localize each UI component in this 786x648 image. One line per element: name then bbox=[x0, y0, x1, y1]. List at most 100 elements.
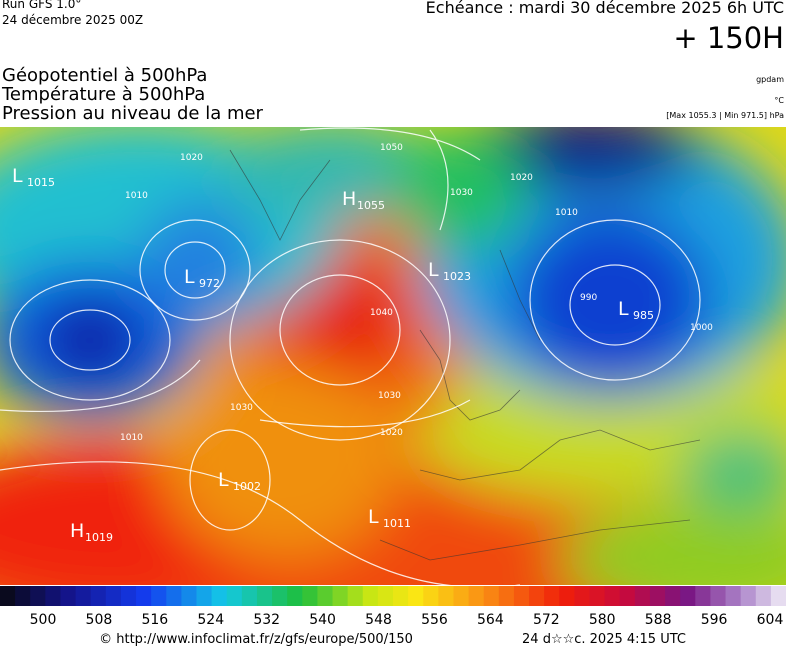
colorbar-cell bbox=[725, 586, 742, 606]
pressure-center-letter: L bbox=[368, 506, 379, 528]
colorbar-cell bbox=[90, 586, 107, 606]
colorbar-cell bbox=[740, 586, 757, 606]
pressure-center-value: 1019 bbox=[85, 531, 113, 544]
colorbar-cell bbox=[695, 586, 711, 606]
pressure-center-letter: H bbox=[342, 188, 356, 210]
colorbar-cell bbox=[529, 586, 545, 606]
colorbar-cell bbox=[151, 586, 167, 606]
pressure-center-value: 985 bbox=[633, 309, 654, 322]
colorbar-tick-label: 548 bbox=[365, 612, 392, 628]
field-label: Géopotentiel à 500hPa bbox=[2, 65, 207, 86]
footer-url: © http://www.infoclimat.fr/z/gfs/europe/… bbox=[99, 632, 413, 647]
footer-stamp: 24 d☆☆c. 2025 4:15 UTC bbox=[522, 632, 686, 647]
isobar-label: 1000 bbox=[690, 323, 713, 333]
colorbar-tick-label: 500 bbox=[30, 612, 57, 628]
colorbar-cell bbox=[136, 586, 152, 606]
colorbar-cell bbox=[332, 586, 349, 606]
colorbar-cell bbox=[256, 586, 273, 606]
colorbar-cell bbox=[710, 586, 727, 606]
colorbar-tick-label: 524 bbox=[197, 612, 224, 628]
colorbar-cell bbox=[241, 586, 258, 606]
colorbar-cell bbox=[604, 586, 621, 606]
colorbar-cell bbox=[438, 586, 454, 606]
colorbar-cell bbox=[347, 586, 364, 606]
colorbar-cell bbox=[15, 586, 31, 606]
unit-label: gpdam bbox=[756, 75, 784, 84]
colorbar-cell bbox=[105, 586, 122, 606]
colorbar-tick-label: 564 bbox=[477, 612, 504, 628]
isobar-label: 1010 bbox=[120, 433, 143, 443]
colorbar-cell bbox=[362, 586, 379, 606]
colorbar-tick-label: 572 bbox=[533, 612, 560, 628]
isobar-label: 1030 bbox=[230, 403, 253, 413]
isobar-label: 1050 bbox=[380, 143, 403, 153]
colorbar-cell bbox=[483, 586, 500, 606]
pressure-center-value: 1023 bbox=[443, 270, 471, 283]
colorbar-cell bbox=[755, 586, 772, 606]
field-label: Pression au niveau de la mer bbox=[2, 103, 264, 124]
isobar-label: 1010 bbox=[125, 191, 148, 201]
colorbar-cell bbox=[166, 586, 182, 606]
colorbar-cell bbox=[302, 586, 318, 606]
colorbar-tick-label: 516 bbox=[141, 612, 168, 628]
colorbar-cell bbox=[589, 586, 606, 606]
isobar-label: 1020 bbox=[510, 173, 533, 183]
colorbar-cell bbox=[680, 586, 696, 606]
colorbar-cell bbox=[45, 586, 61, 606]
colorbar-cell bbox=[75, 586, 92, 606]
colorbar-cell bbox=[393, 586, 409, 606]
pressure-center-value: 1055 bbox=[357, 199, 385, 212]
colorbar-tick-label: 580 bbox=[589, 612, 616, 628]
colorbar-cell bbox=[513, 586, 530, 606]
pressure-center-letter: L bbox=[184, 266, 195, 288]
isobar-label: 1020 bbox=[180, 153, 203, 163]
lead-time: + 150H bbox=[673, 21, 784, 55]
pressure-center-value: 1002 bbox=[233, 480, 261, 493]
colorbar-cell bbox=[408, 586, 424, 606]
colorbar-cell bbox=[498, 586, 515, 606]
field-label: Température à 500hPa bbox=[1, 84, 205, 105]
isobar-label: 990 bbox=[580, 293, 597, 303]
run-date: 24 décembre 2025 00Z bbox=[2, 13, 143, 27]
run-label: Run GFS 1.0° bbox=[2, 0, 81, 11]
colorbar-cell bbox=[0, 586, 16, 606]
map bbox=[0, 127, 786, 585]
pressure-center-letter: H bbox=[70, 520, 84, 542]
colorbar-cell bbox=[665, 586, 681, 606]
colorbar-tick-label: 532 bbox=[253, 612, 280, 628]
colorbar-cell bbox=[468, 586, 485, 606]
isobar-label: 1030 bbox=[450, 188, 473, 198]
unit-label: °C bbox=[774, 96, 784, 105]
colorbar-cell bbox=[120, 586, 137, 606]
colorbar-cell bbox=[453, 586, 470, 606]
colorbar-cell bbox=[574, 586, 590, 606]
isobar-label: 1010 bbox=[555, 208, 578, 218]
colorbar-cell bbox=[211, 586, 228, 606]
pressure-center-value: 972 bbox=[199, 277, 220, 290]
colorbar-cell bbox=[287, 586, 303, 606]
pressure-center-value: 1011 bbox=[383, 517, 411, 530]
pressure-center-letter: L bbox=[12, 165, 23, 187]
colorbar-cell bbox=[770, 586, 786, 606]
valid-time: Echéance : mardi 30 décembre 2025 6h UTC bbox=[426, 0, 784, 17]
colorbar-tick-label: 556 bbox=[421, 612, 448, 628]
colorbar-cell bbox=[272, 586, 288, 606]
colorbar-cell bbox=[634, 586, 651, 606]
isobar-label: 1030 bbox=[378, 391, 401, 401]
pressure-center-letter: L bbox=[618, 298, 629, 320]
colorbar-cell bbox=[619, 586, 636, 606]
colorbar-cell bbox=[544, 586, 560, 606]
pressure-center-value: 1015 bbox=[27, 176, 55, 189]
colorbar-tick-label: 596 bbox=[701, 612, 728, 628]
colorbar-cell bbox=[423, 586, 439, 606]
colorbar-cell bbox=[649, 586, 666, 606]
colorbar-tick-label: 588 bbox=[645, 612, 672, 628]
colorbar-cell bbox=[377, 586, 394, 606]
colorbar-cell bbox=[317, 586, 334, 606]
colorbar-tick-label: 508 bbox=[86, 612, 113, 628]
colorbar-tick-label: 540 bbox=[309, 612, 336, 628]
pressure-center-letter: L bbox=[218, 469, 229, 491]
isobar-label: 1020 bbox=[380, 428, 403, 438]
colorbar-cell bbox=[181, 586, 197, 606]
